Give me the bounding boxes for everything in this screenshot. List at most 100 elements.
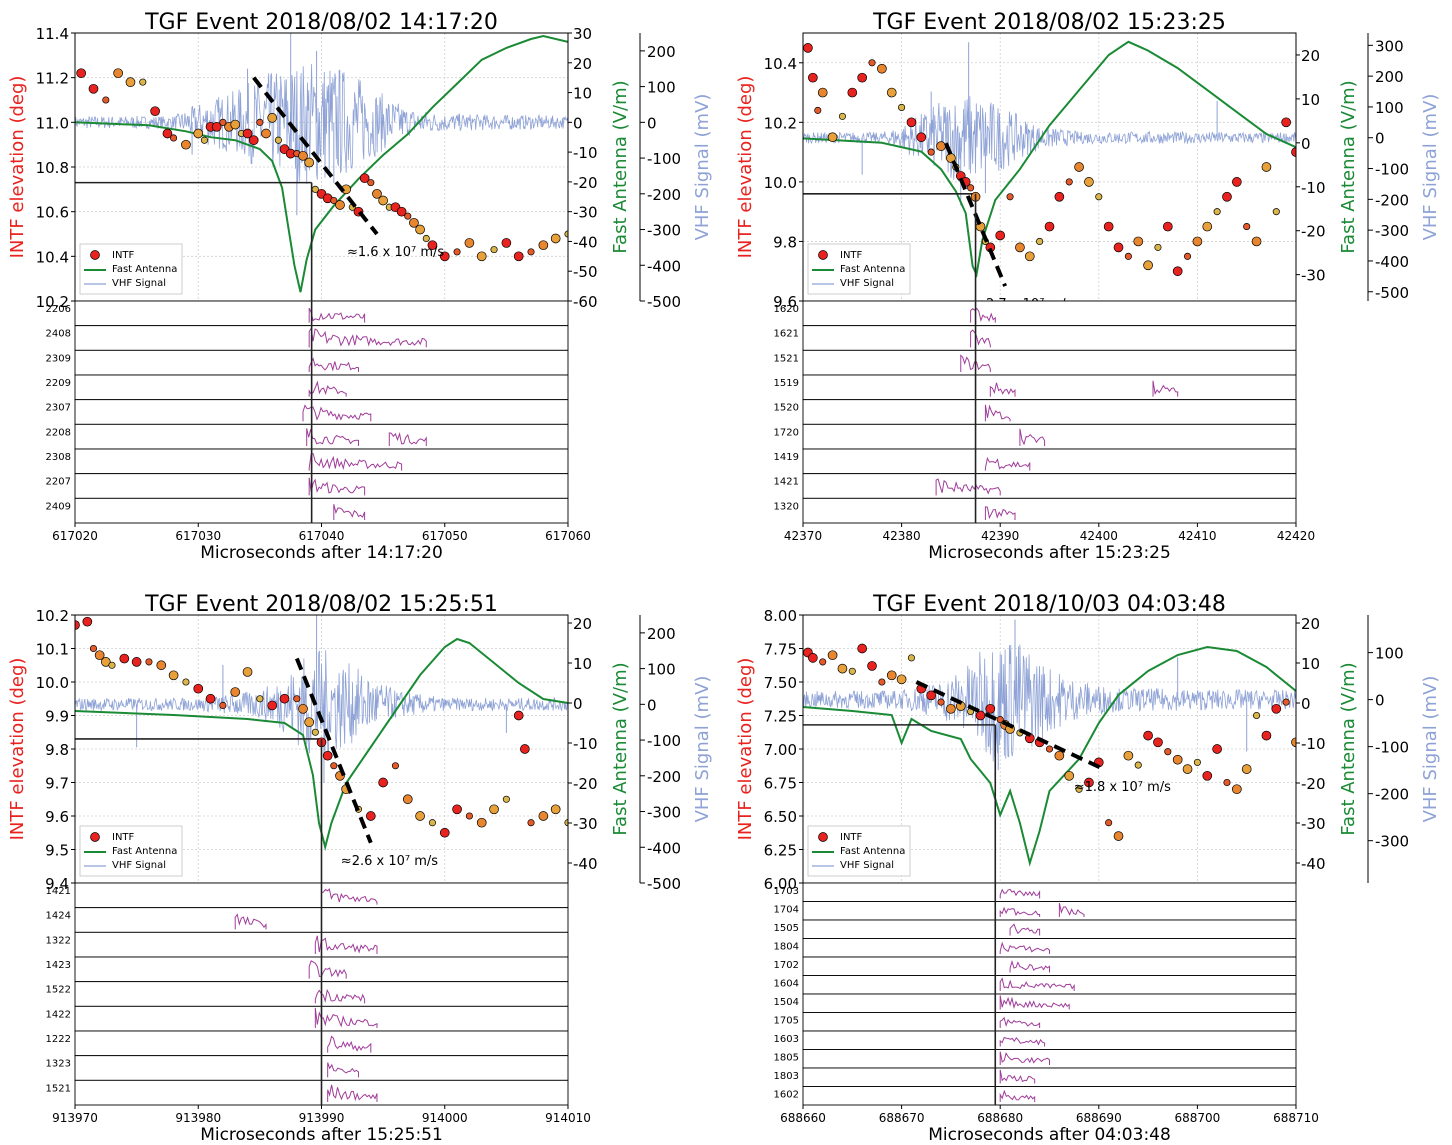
vhf-tick-label: -200 xyxy=(1375,191,1409,209)
intf-point xyxy=(1271,703,1282,714)
pmt-row-frame xyxy=(802,938,1297,958)
legend-label: Fast Antenna xyxy=(112,846,177,857)
pmt-burst xyxy=(321,888,378,905)
intf-point xyxy=(898,103,906,111)
vhf-tick-label: -300 xyxy=(1375,833,1409,851)
intf-point xyxy=(452,804,462,815)
pmt-label: 1522 xyxy=(46,985,71,996)
vhf-tick-label: 100 xyxy=(647,661,676,679)
intf-point xyxy=(1095,193,1103,201)
pmt-label: 1803 xyxy=(774,1071,799,1082)
intf-point xyxy=(476,817,487,828)
pmt-label: 1423 xyxy=(46,960,71,971)
pmt-row-frame xyxy=(802,325,1297,351)
pmt-row: 1603 xyxy=(774,1030,1297,1050)
pmt-burst xyxy=(234,913,267,930)
intf-point xyxy=(1084,177,1094,187)
pmt-row-frame xyxy=(802,374,1297,401)
vhf-signal-trace xyxy=(803,96,1296,182)
pmt-burst xyxy=(327,1084,378,1103)
intf-point xyxy=(242,128,253,139)
fa-tick-label: -20 xyxy=(1301,223,1326,241)
intf-point xyxy=(490,246,498,254)
ylabel-fast-antenna: Fast Antenna (V/m) xyxy=(1338,662,1359,835)
pmt-burst xyxy=(388,432,427,447)
intf-point xyxy=(439,827,450,838)
pmt-row: 1421 xyxy=(46,882,569,909)
intf-point xyxy=(335,200,345,210)
fa-tick-label: -20 xyxy=(1301,775,1326,793)
intf-point xyxy=(985,703,996,714)
intf-point xyxy=(867,661,877,671)
elev-tick-label: 7.75 xyxy=(764,641,797,659)
pmt-label: 2308 xyxy=(46,452,71,463)
pmt-label: 2309 xyxy=(46,353,71,364)
intf-point xyxy=(1243,223,1251,231)
intf-point xyxy=(827,132,838,143)
vhf-tick-label: -500 xyxy=(647,293,681,311)
pmt-burst xyxy=(314,1007,378,1029)
intf-point xyxy=(1075,785,1083,793)
fa-tick-label: -40 xyxy=(573,233,598,251)
pmt-row: 1621 xyxy=(774,325,1297,351)
elev-tick-label: 9.9 xyxy=(45,708,69,726)
x-tick-label: 42410 xyxy=(1178,529,1216,543)
intf-point xyxy=(1281,117,1291,128)
vhf-tick-label: 200 xyxy=(647,625,676,643)
x-tick-label: 42370 xyxy=(784,529,822,543)
pmt-row-frame xyxy=(802,1067,1297,1087)
intf-point xyxy=(1103,221,1114,232)
pmt-row: 1602 xyxy=(774,1086,1297,1106)
vhf-tick-label: -200 xyxy=(647,768,681,786)
velocity-label: ≈1.8 x 10⁷ m/s xyxy=(1074,780,1171,795)
vhf-tick-label: 100 xyxy=(647,79,676,97)
x-tick-label: 913970 xyxy=(52,1111,98,1125)
pmt-burst xyxy=(984,506,1016,521)
pmt-burst xyxy=(1019,428,1046,447)
pmt-burst xyxy=(999,941,1050,954)
intf-point xyxy=(1124,252,1132,260)
elev-tick-label: 10.8 xyxy=(36,159,69,177)
fa-tick-label: 0 xyxy=(573,695,583,713)
pmt-row-frame xyxy=(802,473,1297,499)
fa-tick-label: -40 xyxy=(1301,855,1326,873)
elev-tick-label: 9.5 xyxy=(45,842,69,860)
intf-point xyxy=(359,173,370,184)
intf-point xyxy=(439,251,450,262)
intf-point xyxy=(1154,243,1162,251)
intf-point xyxy=(168,670,179,681)
pmt-label: 2307 xyxy=(46,403,71,414)
intf-point xyxy=(1054,191,1065,202)
pmt-burst xyxy=(327,1035,372,1053)
intf-point xyxy=(1272,208,1280,216)
x-axis-label: Microseconds after 14:17:20 xyxy=(200,543,443,563)
intf-point xyxy=(402,794,413,805)
intf-point xyxy=(927,148,935,156)
intf-point xyxy=(1253,711,1261,720)
pmt-burst xyxy=(970,307,996,323)
intf-point xyxy=(1231,177,1242,187)
pmt-label: 1702 xyxy=(774,960,799,971)
intf-point xyxy=(817,87,828,98)
intf-point xyxy=(1074,162,1084,172)
pmt-row: 1521 xyxy=(46,1079,569,1106)
legend-label: Fast Antenna xyxy=(840,846,905,857)
pmt-burst xyxy=(1009,923,1041,936)
intf-point xyxy=(926,690,937,701)
pmt-label: 1421 xyxy=(774,477,799,488)
fa-tick-label: -20 xyxy=(573,775,598,793)
intf-point xyxy=(1222,191,1232,202)
legend-label: Fast Antenna xyxy=(112,264,177,275)
intf-point xyxy=(125,77,136,87)
pmt-burst xyxy=(984,404,1011,422)
x-tick-label: 617050 xyxy=(422,529,468,543)
intf-point xyxy=(1192,236,1203,247)
x-tick-label: 913980 xyxy=(175,1111,221,1125)
x-tick-label: 617030 xyxy=(175,529,221,543)
ylabel-vhf-signal: VHF Signal (mV) xyxy=(692,676,713,823)
intf-point xyxy=(267,113,278,123)
intf-point xyxy=(550,804,561,815)
legend-marker-intf xyxy=(818,832,828,842)
pmt-row-frame xyxy=(802,1049,1297,1069)
